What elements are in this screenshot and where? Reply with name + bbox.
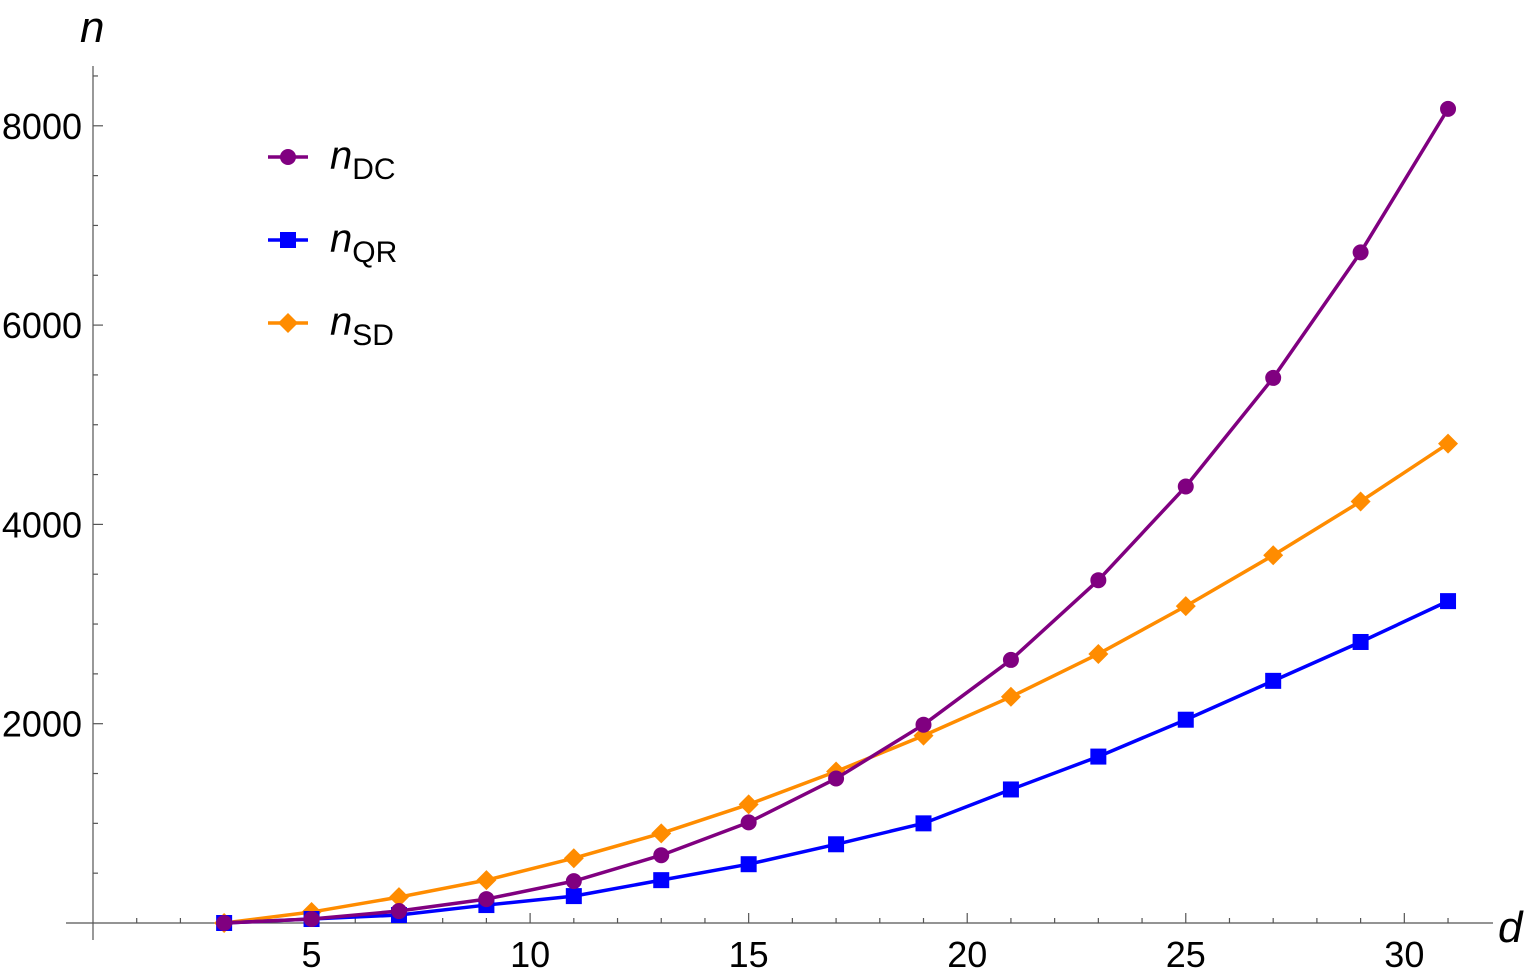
- data-point-sd: [388, 887, 409, 908]
- data-point-qr: [1440, 593, 1457, 610]
- data-point-dc: [1177, 478, 1194, 495]
- x-axis-title: d: [1498, 903, 1524, 952]
- data-point-sd: [1088, 643, 1109, 664]
- series-line-dc: [224, 107, 1450, 925]
- legend-subscript: DC: [352, 153, 395, 186]
- legend-swatch-marker: [280, 232, 296, 248]
- legend-label: nDC: [330, 134, 396, 186]
- legend-item-sd: nSD: [268, 300, 394, 352]
- axes: 5 10 15 20 25 30 2000 4000 6000 8000 d n: [2, 3, 1524, 975]
- y-tick-label: 6000: [2, 305, 82, 346]
- x-ticks: 5 10 15 20 25 30: [136, 913, 1449, 975]
- data-point-qr: [1002, 781, 1019, 798]
- data-point-sd: [1175, 596, 1196, 617]
- data-point-qr: [828, 836, 845, 853]
- x-tick-label: 20: [947, 934, 987, 975]
- data-point-dc: [565, 873, 582, 890]
- data-point-sd: [1000, 686, 1021, 707]
- data-point-qr: [740, 856, 757, 873]
- legend-swatch-marker: [278, 313, 298, 333]
- data-point-dc: [1265, 369, 1282, 386]
- x-tick-label: 5: [302, 934, 322, 975]
- data-point-dc: [1440, 100, 1457, 117]
- y-tick-label: 4000: [2, 504, 82, 545]
- data-point-dc: [653, 847, 670, 864]
- legend-subscript: SD: [352, 319, 394, 352]
- legend-label: nQR: [330, 217, 397, 269]
- data-point-dc: [740, 814, 757, 831]
- legend-subscript: QR: [352, 236, 397, 269]
- data-point-qr: [915, 815, 932, 832]
- legend-label: nSD: [330, 300, 394, 352]
- data-point-qr: [1352, 633, 1369, 650]
- series-layer: [214, 100, 1459, 933]
- data-point-dc: [390, 903, 407, 920]
- data-point-qr: [653, 872, 670, 889]
- x-tick-label: 30: [1384, 934, 1424, 975]
- data-point-sd: [738, 794, 759, 815]
- x-tick-label: 10: [510, 934, 550, 975]
- data-point-qr: [1177, 711, 1194, 728]
- data-point-dc: [915, 716, 932, 733]
- data-point-dc: [303, 911, 320, 928]
- data-point-dc: [216, 915, 233, 931]
- data-point-dc: [1002, 651, 1019, 668]
- data-point-sd: [651, 823, 672, 844]
- legend: nDC nQR nSD: [268, 134, 397, 352]
- legend-swatch-marker: [280, 149, 296, 165]
- series-qr: [216, 593, 1457, 931]
- data-point-sd: [476, 870, 497, 891]
- data-point-dc: [1352, 244, 1369, 261]
- data-point-qr: [565, 888, 582, 905]
- data-point-qr: [1090, 748, 1107, 765]
- x-tick-label: 15: [729, 934, 769, 975]
- data-point-sd: [1438, 433, 1459, 454]
- data-point-sd: [1263, 545, 1284, 566]
- legend-item-qr: nQR: [268, 217, 397, 269]
- y-axis-title: n: [80, 3, 104, 52]
- data-point-dc: [1090, 572, 1107, 589]
- data-point-sd: [1350, 491, 1371, 512]
- series-dc: [216, 100, 1457, 931]
- y-tick-label: 2000: [2, 704, 82, 745]
- data-point-dc: [828, 770, 845, 787]
- x-tick-label: 25: [1166, 934, 1206, 975]
- y-ticks: 2000 4000 6000 8000: [2, 75, 103, 874]
- legend-item-dc: nDC: [268, 134, 396, 186]
- data-point-dc: [478, 891, 495, 908]
- data-point-qr: [1265, 672, 1282, 689]
- data-point-sd: [563, 848, 584, 869]
- y-tick-label: 8000: [2, 106, 82, 147]
